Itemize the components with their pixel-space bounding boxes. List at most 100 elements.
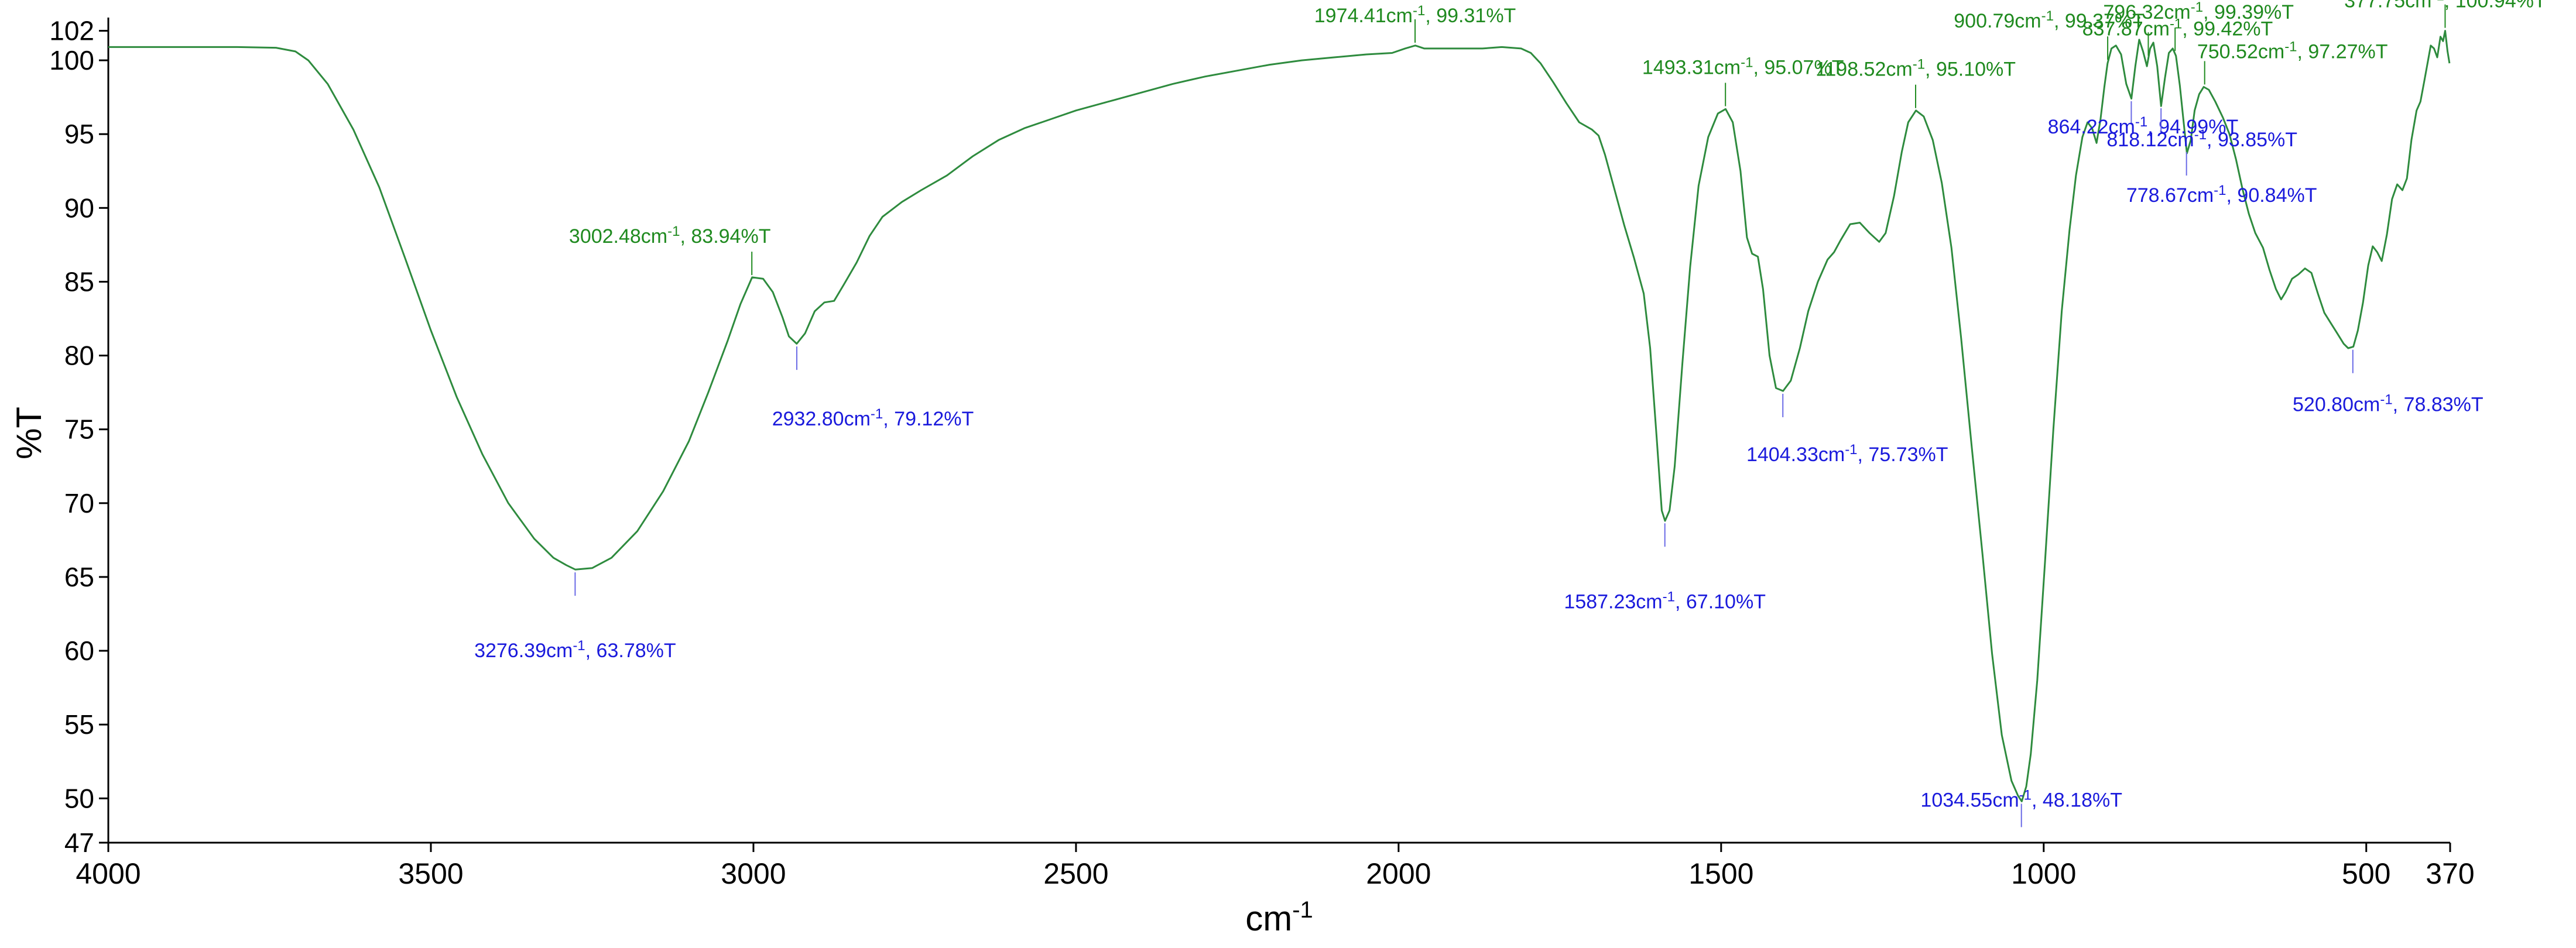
- peak-label-wavenumber: 837.87cm: [2082, 18, 2170, 40]
- peak-label-wavenumber: 3002.48cm: [569, 225, 667, 248]
- peak-label: 1198.52cm-1, 95.10%T: [1815, 57, 2016, 81]
- x-tick-label: 4000: [76, 857, 141, 890]
- peak-label-superscript: -1: [2380, 392, 2392, 408]
- peak-label: 1404.33cm-1, 75.73%T: [1746, 442, 1948, 466]
- y-tick-label: 102: [49, 16, 94, 46]
- peak-label: 796.32cm-1, 99.39%T: [2103, 0, 2294, 23]
- peak-label-wavenumber: 1198.52cm: [1815, 59, 1913, 81]
- x-tick-label: 1000: [2011, 857, 2076, 890]
- x-tick-label: 3500: [398, 857, 463, 890]
- peak-label: 3276.39cm-1, 63.78%T: [474, 638, 676, 662]
- peak-label-superscript: -1: [1741, 55, 1753, 71]
- peak-label-superscript: -1: [2170, 16, 2182, 32]
- peak-label-wavenumber: 2932.80cm: [772, 408, 871, 430]
- y-tick-label: 95: [64, 119, 94, 149]
- series-layer: [108, 30, 2451, 802]
- peak-label-wavenumber: 1034.55cm: [1920, 789, 2019, 811]
- x-tick-label: 500: [2342, 857, 2390, 890]
- peak-label: 1587.23cm-1, 67.10%T: [1564, 589, 1766, 613]
- axes-layer: [107, 18, 2450, 844]
- x-tick-label: 1500: [1688, 857, 1753, 890]
- x-tick-label: 370: [2426, 857, 2474, 890]
- y-tick-label: 65: [64, 562, 94, 592]
- peak-label-value: , 95.10%T: [1925, 59, 2016, 81]
- peak-label: 1034.55cm-1, 48.18%T: [1920, 787, 2122, 811]
- peak-label-wavenumber: 900.79cm: [1954, 10, 2041, 32]
- y-tick-label: 100: [49, 45, 94, 75]
- peak-label: 3002.48cm-1, 83.94%T: [569, 224, 771, 248]
- peak-label-superscript: -1: [2194, 127, 2207, 143]
- peak-label-superscript: -1: [1663, 589, 1675, 604]
- peak-label-value: , 99.31%T: [1425, 5, 1516, 27]
- peak-label: 778.67cm-1, 90.84%T: [2126, 183, 2317, 207]
- peak-label: 750.52cm-1, 97.27%T: [2197, 39, 2388, 63]
- peak-label-value: , 67.10%T: [1675, 590, 1766, 613]
- peak-label-wavenumber: 520.80cm: [2293, 394, 2380, 416]
- y-tick-label: 90: [64, 193, 94, 223]
- peak-label-value: , 99.37%T: [2054, 10, 2145, 32]
- y-tick-label: 50: [64, 783, 94, 813]
- y-axis-title: %T: [9, 407, 49, 459]
- peak-label-wavenumber: 796.32cm: [2103, 1, 2190, 23]
- peak-label-value: , 100.94%T: [2444, 0, 2546, 12]
- peak-label-wavenumber: 377.75cm: [2344, 0, 2431, 12]
- y-tick-label: 47: [64, 827, 94, 858]
- peak-label-value: , 63.78%T: [585, 640, 676, 662]
- peak-label-wavenumber: 1974.41cm: [1314, 5, 1413, 27]
- x-axis-title-superscript: -1: [1292, 897, 1313, 923]
- peak-label-value: , 75.73%T: [1858, 444, 1948, 466]
- peak-label-wavenumber: 1493.31cm: [1642, 57, 1741, 79]
- x-tick-label: 3000: [721, 857, 786, 890]
- spectrum-line: [108, 30, 2451, 802]
- peak-label-value: , 93.85%T: [2207, 129, 2297, 151]
- peak-label-superscript: -1: [2019, 787, 2032, 803]
- peak-label-superscript: -1: [2432, 0, 2444, 4]
- peak-label-value: , 94.99%T: [2147, 116, 2238, 138]
- peak-label-superscript: -1: [1413, 3, 1425, 19]
- peak-label-value: , 79.12%T: [883, 408, 974, 430]
- peak-label-wavenumber: 750.52cm: [2197, 40, 2284, 63]
- y-tick-label: 55: [64, 709, 94, 740]
- peak-label-wavenumber: 864.22cm: [2048, 116, 2135, 138]
- peak-label: 2932.80cm-1, 79.12%T: [772, 406, 974, 430]
- peak-label: 900.79cm-1, 99.37%T: [1954, 8, 2145, 32]
- peak-label: 818.12cm-1, 93.85%T: [2106, 127, 2297, 151]
- peak-label-value: , 78.83%T: [2393, 394, 2483, 416]
- peak-label-value: , 99.42%T: [2182, 18, 2273, 40]
- peak-label-value: , 99.39%T: [2203, 1, 2294, 23]
- peak-label-wavenumber: 1587.23cm: [1564, 590, 1662, 613]
- peak-label-value: , 48.18%T: [2032, 789, 2122, 811]
- peak-label: 520.80cm-1, 78.83%T: [2293, 392, 2483, 416]
- peak-label-wavenumber: 818.12cm: [2106, 129, 2194, 151]
- peak-label-superscript: -1: [573, 638, 585, 654]
- peak-label-superscript: -1: [2135, 114, 2147, 130]
- x-axis-title-unit: cm: [1245, 899, 1292, 938]
- peak-label-superscript: -1: [871, 406, 883, 422]
- y-tick-label: 75: [64, 414, 94, 445]
- peak-label: 377.75cm-1, 100.94%T: [2344, 0, 2546, 12]
- peak-label-value: , 83.94%T: [680, 225, 770, 248]
- x-axis-title: cm-1: [1245, 897, 1313, 938]
- peak-label-value: , 95.07%T: [1753, 57, 1844, 79]
- peak-label: 1974.41cm-1, 99.31%T: [1314, 3, 1516, 27]
- y-tick-label: 80: [64, 341, 94, 371]
- peak-label-superscript: -1: [2284, 39, 2297, 54]
- peak-label-superscript: -1: [667, 224, 680, 239]
- peak-label: 1493.31cm-1, 95.07%T: [1642, 55, 1844, 79]
- peak-label-value: , 97.27%T: [2297, 40, 2388, 63]
- x-tick-label: 2000: [1366, 857, 1431, 890]
- y-tick-label: 70: [64, 488, 94, 518]
- peak-label-wavenumber: 3276.39cm: [474, 640, 573, 662]
- x-tick-label: 2500: [1043, 857, 1108, 890]
- peak-label-wavenumber: 1404.33cm: [1746, 444, 1845, 466]
- peak-label-superscript: -1: [2191, 0, 2203, 15]
- y-tick-label: 85: [64, 266, 94, 297]
- peak-label-superscript: -1: [1845, 442, 1857, 458]
- peak-label: 864.22cm-1, 94.99%T: [2048, 114, 2239, 138]
- peak-label-superscript: -1: [2214, 183, 2226, 198]
- axis-titles: %T cm-1: [9, 407, 1313, 938]
